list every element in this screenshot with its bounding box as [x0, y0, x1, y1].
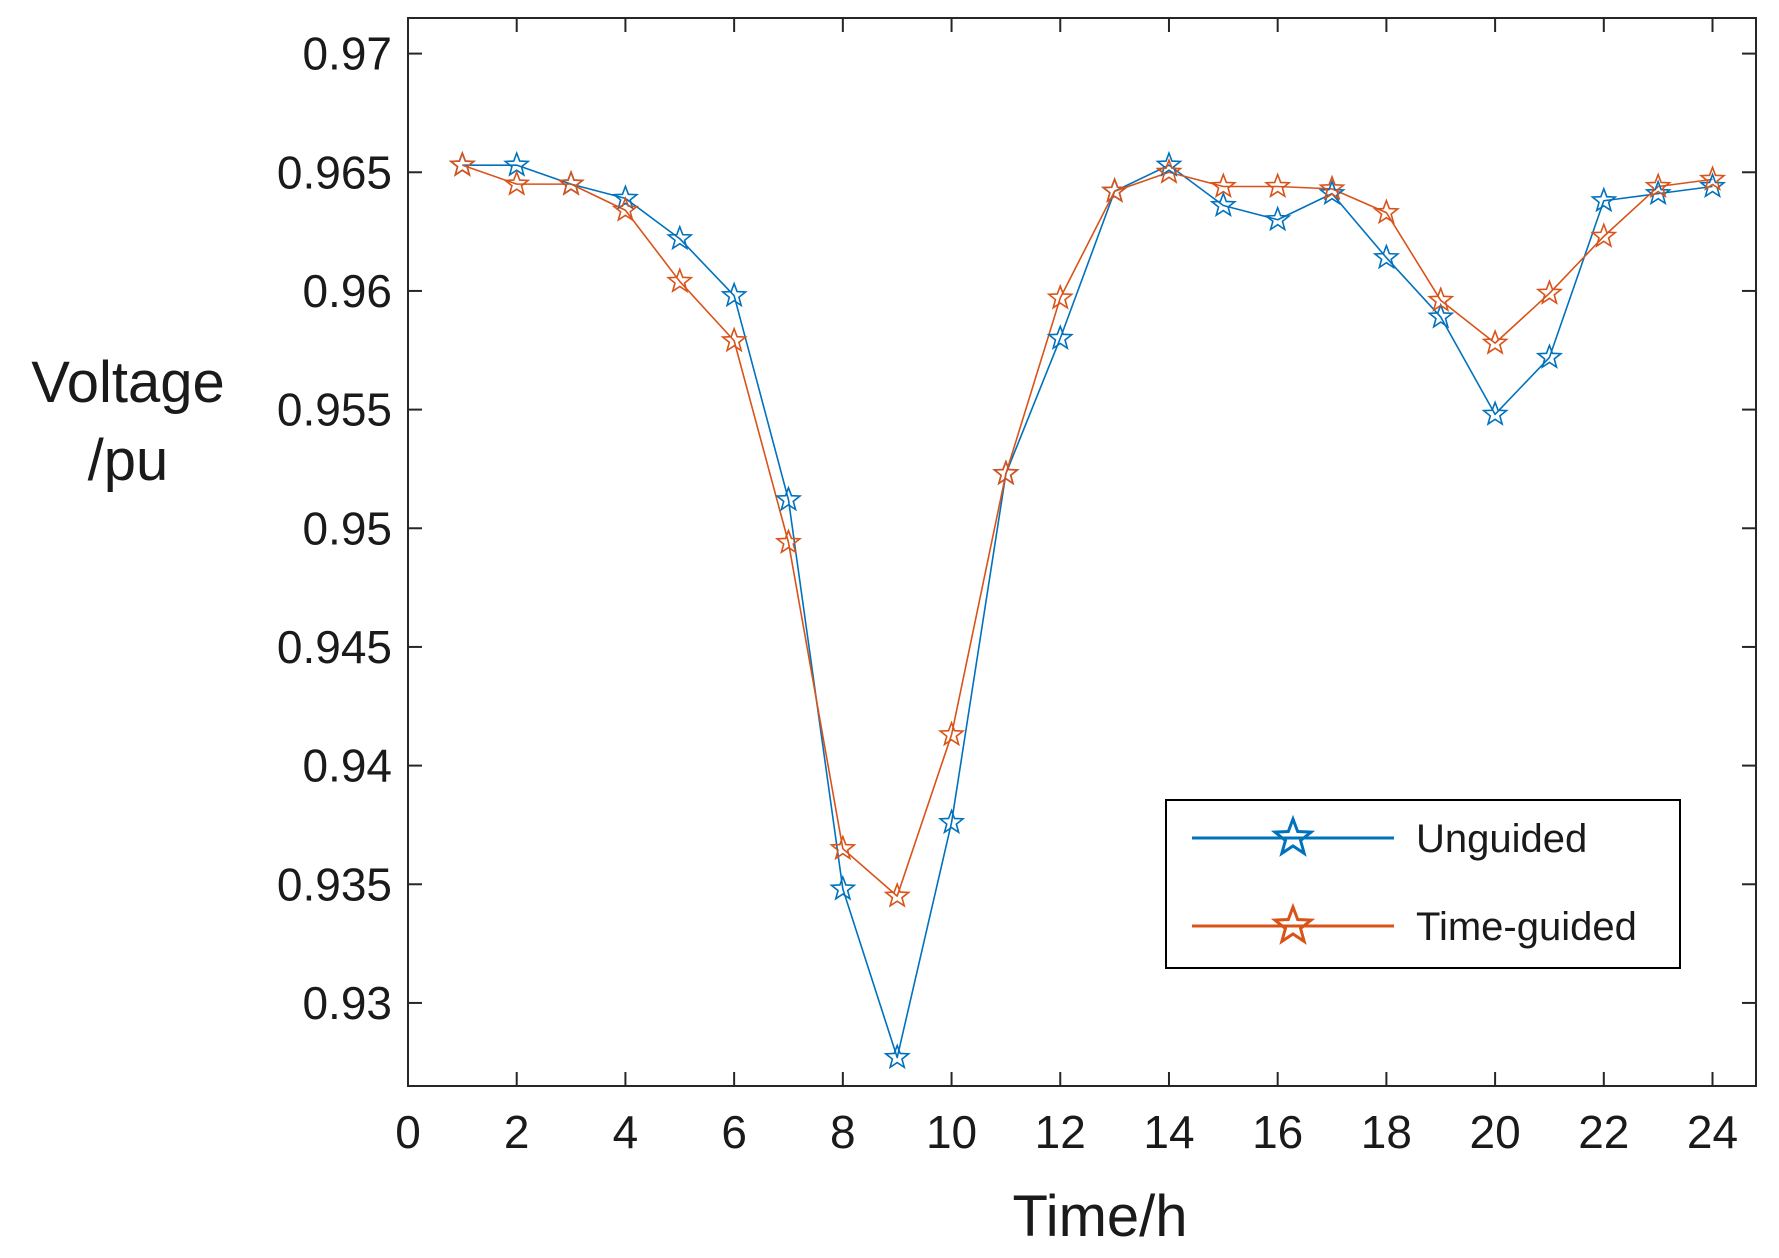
y-tick-label: 0.96: [302, 265, 392, 317]
x-tick-label: 8: [830, 1106, 856, 1158]
x-tick-label: 4: [613, 1106, 639, 1158]
data-point-time-guided: [883, 881, 911, 908]
x-tick-label: 14: [1143, 1106, 1194, 1158]
legend-label-time-guided: Time-guided: [1416, 905, 1637, 949]
data-point-time-guided: [829, 834, 857, 861]
data-point-time-guided: [720, 326, 748, 353]
data-point-time-guided: [1372, 198, 1400, 225]
x-tick-label: 22: [1578, 1106, 1629, 1158]
data-point-unguided: [1698, 172, 1727, 199]
data-point-unguided: [1644, 179, 1672, 206]
data-point-unguided: [883, 1043, 911, 1070]
data-point-unguided: [1427, 302, 1455, 329]
y-axis-title-line-1: Voltage: [31, 350, 225, 415]
legend-marker-unguided: [1270, 814, 1316, 857]
data-point-unguided: [1155, 150, 1183, 177]
data-point-unguided: [1318, 179, 1346, 206]
y-axis-title-line-2: /pu: [88, 428, 169, 493]
data-point-unguided: [1481, 400, 1509, 426]
data-point-time-guided: [1427, 286, 1455, 312]
data-point-unguided: [1264, 205, 1292, 232]
legend-marker-time-guided: [1270, 902, 1316, 945]
data-point-unguided: [720, 281, 748, 308]
data-point-time-guided: [557, 169, 585, 196]
data-point-time-guided: [1155, 157, 1183, 184]
series-markers: [448, 150, 1727, 1070]
y-tick-label: 0.94: [302, 740, 392, 792]
data-point-unguided: [774, 485, 803, 512]
data-point-time-guided: [1046, 283, 1074, 310]
data-point-unguided: [937, 808, 966, 835]
data-point-time-guided: [1644, 172, 1672, 199]
legend-label-unguided: Unguided: [1416, 817, 1587, 861]
data-point-unguided: [1209, 191, 1237, 218]
data-point-time-guided: [774, 528, 803, 555]
data-point-time-guided: [611, 195, 640, 222]
series-lines: [462, 164, 1713, 1059]
x-tick-label: 20: [1470, 1106, 1521, 1158]
data-point-unguided: [1046, 324, 1074, 350]
data-point-unguided: [1590, 186, 1618, 213]
data-point-unguided: [829, 874, 857, 901]
legend: Unguided Time-guided: [1165, 799, 1681, 969]
data-point-unguided: [611, 184, 640, 210]
x-tick-label: 10: [926, 1106, 977, 1158]
data-point-time-guided: [1698, 165, 1727, 191]
y-tick-label: 0.965: [277, 146, 392, 198]
x-tick-label: 6: [721, 1106, 747, 1158]
data-point-time-guided: [503, 169, 531, 196]
x-tick-label: 0: [395, 1106, 421, 1158]
y-tick-label: 0.97: [302, 28, 392, 80]
series-line-time-guided: [462, 164, 1713, 897]
x-tick-label: 12: [1035, 1106, 1086, 1158]
data-point-time-guided: [448, 150, 476, 177]
x-tick-label: 18: [1361, 1106, 1412, 1158]
data-point-time-guided: [666, 267, 694, 293]
x-tick-label: 16: [1252, 1106, 1303, 1158]
plot-area-frame: [407, 17, 1757, 1087]
y-tick-label: 0.945: [277, 621, 392, 673]
series-line-unguided: [462, 164, 1713, 1059]
y-tick-label: 0.95: [302, 502, 392, 554]
y-tick-label: 0.935: [277, 858, 392, 910]
legend-box: [1165, 799, 1681, 969]
data-point-time-guided: [1481, 328, 1509, 355]
axis-ticks: 0 2 4 6 8 10 12 14 16 18 20 22 240.930.9350.940.9450…: [277, 18, 1756, 1158]
data-point-unguided: [1372, 243, 1400, 270]
data-point-time-guided: [1209, 172, 1237, 199]
data-point-unguided: [666, 224, 694, 251]
data-point-time-guided: [1590, 222, 1618, 248]
y-tick-label: 0.93: [302, 977, 392, 1029]
data-point-time-guided: [1318, 174, 1346, 201]
data-point-time-guided: [1535, 279, 1564, 305]
x-axis-title: Time/h: [1012, 1184, 1187, 1249]
data-point-time-guided: [937, 720, 966, 747]
data-point-time-guided: [1264, 172, 1292, 199]
data-point-unguided: [1535, 343, 1564, 369]
data-point-time-guided: [992, 459, 1020, 486]
data-point-time-guided: [1101, 176, 1129, 203]
x-tick-label: 2: [504, 1106, 530, 1158]
x-tick-label: 24: [1687, 1106, 1738, 1158]
y-tick-label: 0.955: [277, 384, 392, 436]
